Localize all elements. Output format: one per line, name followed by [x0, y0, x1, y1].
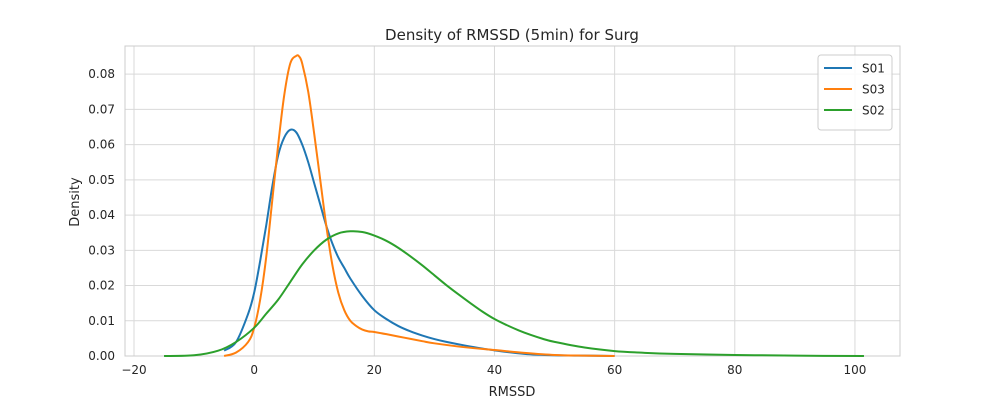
y-tick-label: 0.06 [88, 138, 115, 152]
y-axis-label: Density [68, 177, 83, 227]
y-tick-label: 0.08 [88, 67, 115, 81]
legend-frame [817, 54, 893, 131]
series-layer [164, 54, 864, 357]
x-axis-label: RMSSD [489, 385, 536, 400]
x-tick-label: 20 [367, 363, 382, 377]
y-tick-label: 0.00 [88, 349, 115, 363]
plot-area-frame [124, 45, 901, 357]
legend-label-s01: S01 [862, 62, 885, 76]
legend-label-s02: S02 [862, 104, 885, 118]
x-tick-label: 100 [843, 363, 866, 377]
y-tick-label: 0.03 [88, 243, 115, 257]
x-tick-label: −20 [121, 363, 146, 377]
y-tick-label: 0.02 [88, 279, 115, 293]
series-line-s01 [223, 128, 615, 357]
grid-lines [125, 46, 900, 357]
x-tick-label: 80 [727, 363, 742, 377]
legend: S01 S03 S02 [817, 54, 893, 131]
legend-label-s03: S03 [862, 83, 885, 97]
y-tick-label: 0.05 [88, 173, 115, 187]
x-tick-label: 40 [487, 363, 502, 377]
y-tick-label: 0.01 [88, 314, 115, 328]
x-tick-label: 60 [607, 363, 622, 377]
x-tick-labels: −20 0 20 40 60 80 100 [121, 363, 866, 377]
y-tick-label: 0.07 [88, 102, 115, 116]
y-tick-labels: 0.00 0.01 0.02 0.03 0.04 0.05 0.06 0.07 0.08 [88, 67, 115, 363]
chart-title: Density of RMSSD (5min) for Surg [385, 26, 639, 44]
series-line-s03 [223, 54, 615, 357]
series-line-s02 [164, 230, 864, 357]
y-tick-label: 0.04 [88, 208, 115, 222]
x-tick-label: 0 [250, 363, 258, 377]
